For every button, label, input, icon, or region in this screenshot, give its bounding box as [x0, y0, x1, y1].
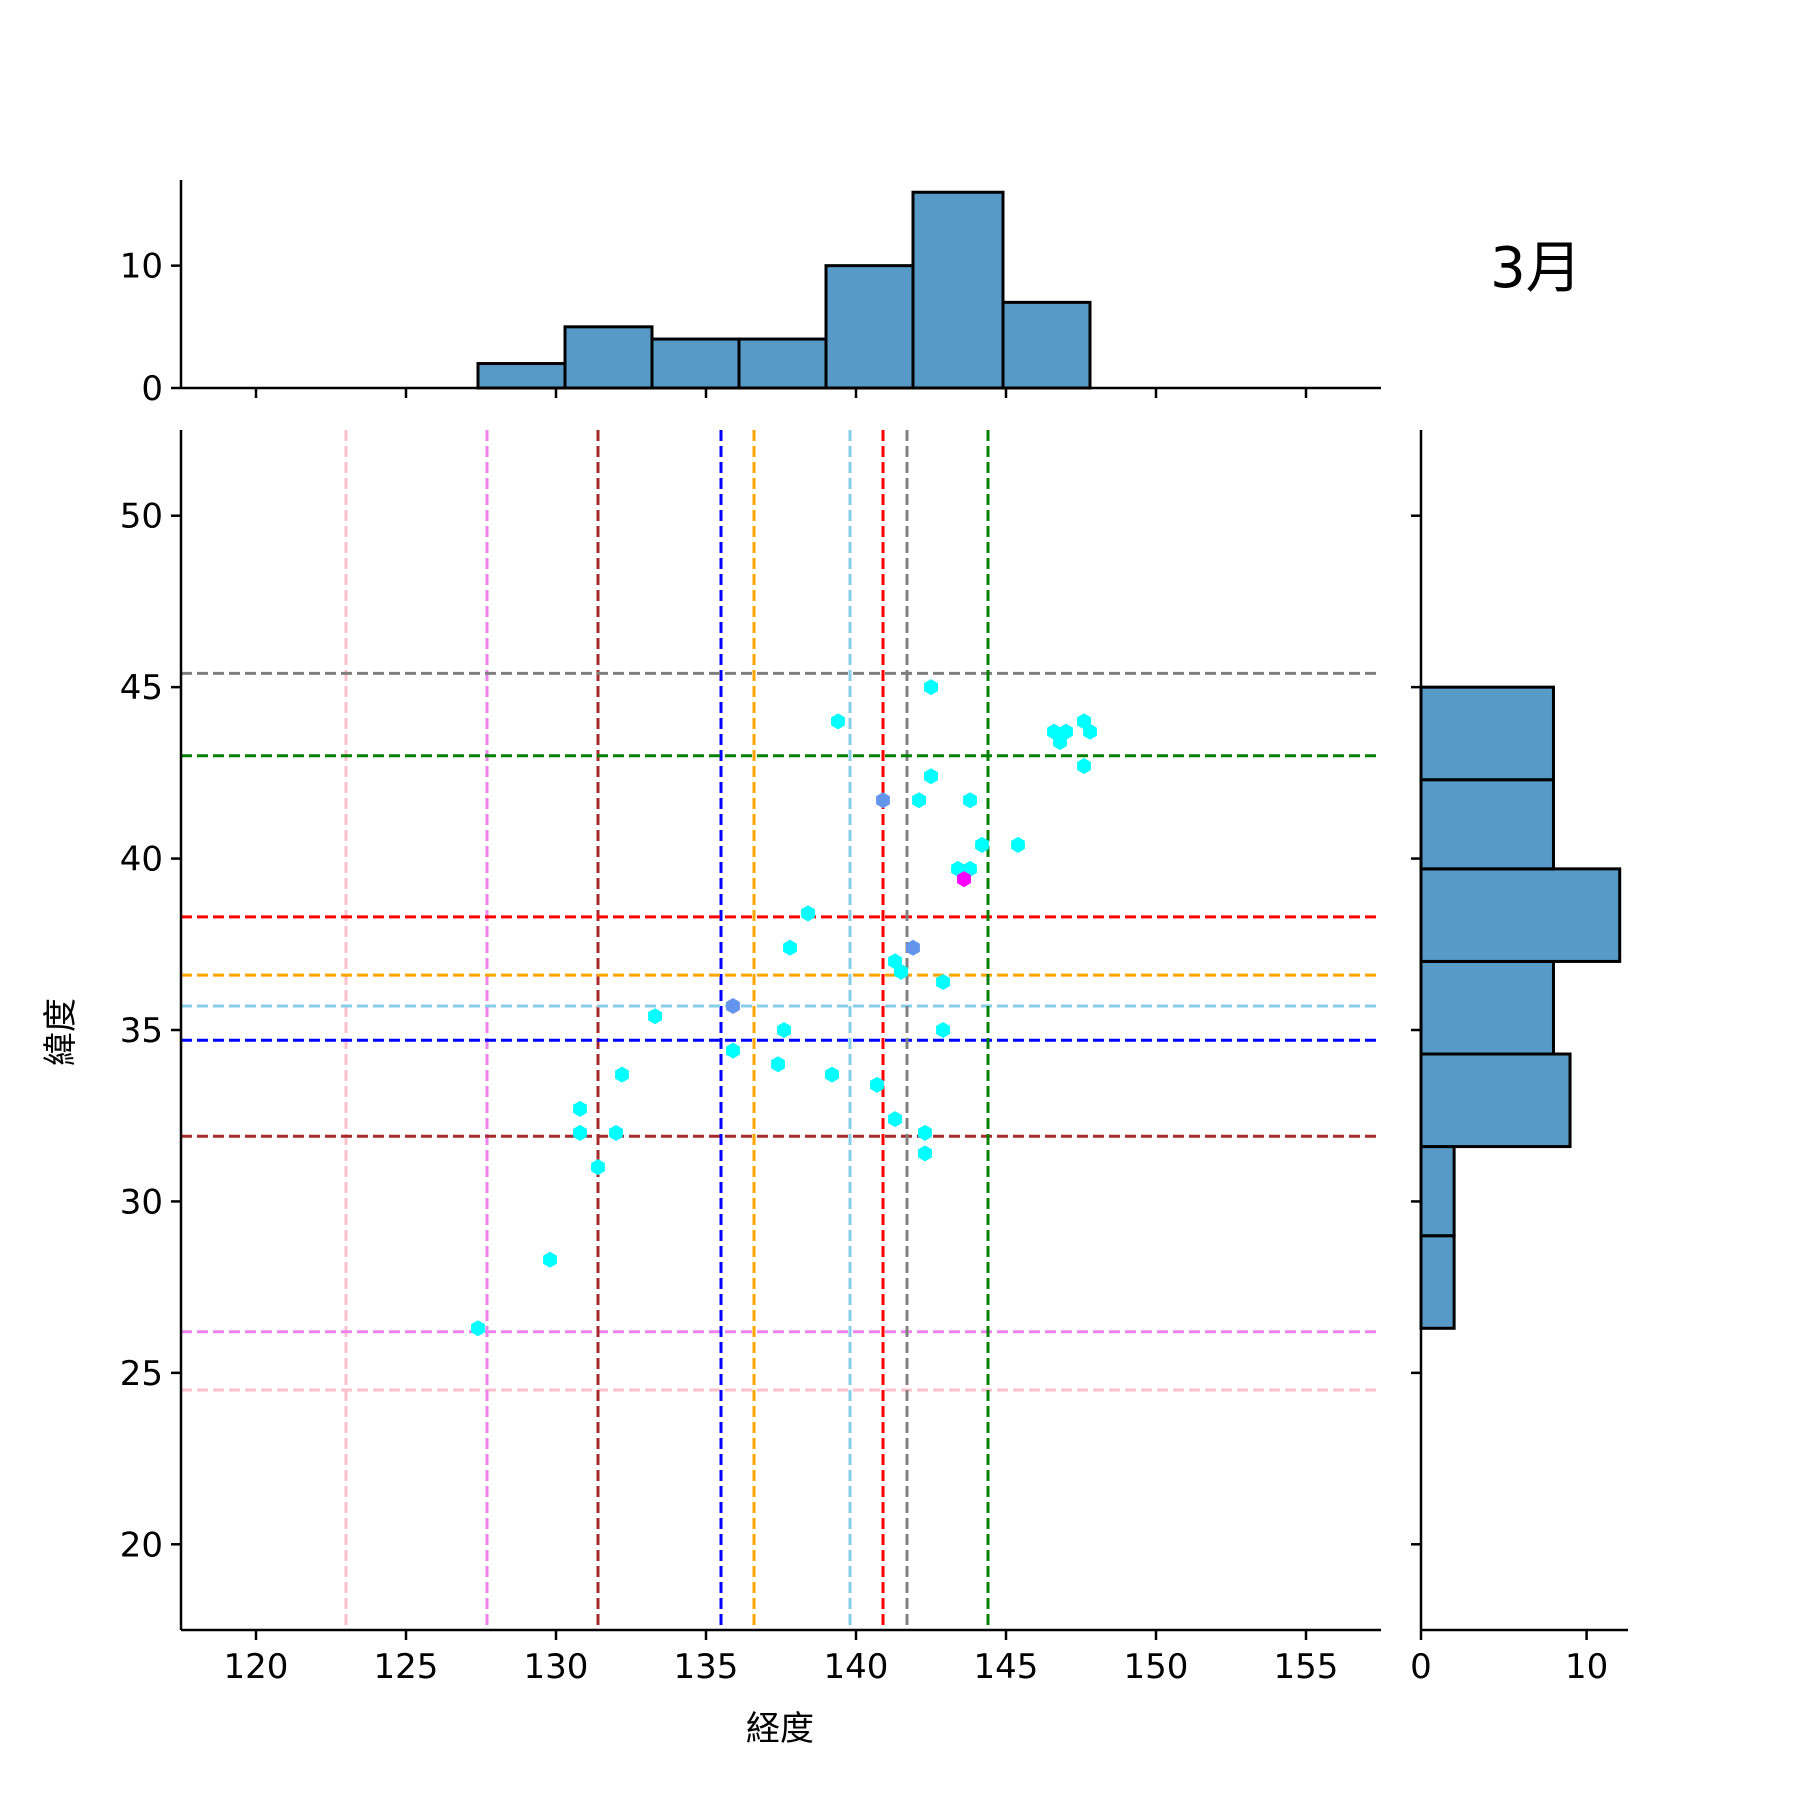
right-histogram-bar-0	[1419, 1234, 1456, 1330]
y-tick-label-25: 25	[120, 1354, 163, 1394]
y-tick-label-45: 45	[120, 668, 163, 708]
scatter-point-32	[957, 871, 971, 888]
scatter-point-8	[726, 998, 740, 1014]
y-tick-label-35: 35	[120, 1011, 163, 1051]
scatter-point-23	[918, 1124, 932, 1141]
scatter-point-24	[918, 1145, 932, 1162]
scatter-point-31	[963, 792, 977, 809]
scatter-point-0	[471, 1320, 485, 1337]
y-tick-label-40: 40	[120, 840, 163, 880]
scatter-point-33	[975, 836, 989, 853]
scatter-axes: 120 125 130 135 140 145 150 155 20 25 30 35 40 45 50	[120, 430, 1381, 1687]
top-y-tick-label-10: 10	[120, 247, 163, 287]
scatter-point-20	[888, 1111, 902, 1128]
scatter-point-21	[906, 939, 920, 956]
x-tick-label-145: 145	[974, 1647, 1039, 1687]
scatter-point-27	[936, 974, 950, 990]
scatter-point-4	[591, 1159, 605, 1176]
scatter-point-37	[1059, 723, 1073, 740]
scatter-point-2	[573, 1100, 587, 1117]
right-histogram-bar-5	[1419, 778, 1555, 871]
top-histogram-bar-4	[824, 264, 915, 390]
scatter-point-10	[771, 1056, 785, 1073]
right-x-tick-label-10: 10	[1565, 1647, 1608, 1687]
x-tick-label-130: 130	[524, 1647, 589, 1687]
y-tick-label-30: 30	[120, 1182, 163, 1222]
right-histogram-bar-6	[1419, 685, 1555, 782]
scatter-point-40	[1077, 758, 1091, 774]
scatter-point-9	[726, 1042, 740, 1059]
right-x-tick-label-0: 0	[1410, 1647, 1432, 1687]
scatter-point-16	[870, 1076, 884, 1093]
right-histogram-bar-4	[1419, 867, 1622, 963]
right-histogram-bar-1	[1419, 1145, 1456, 1238]
scatter-point-26	[924, 768, 938, 785]
y-tick-label-50: 50	[120, 497, 163, 537]
scatter-point-1	[543, 1251, 557, 1268]
right-histogram-bar-2	[1419, 1052, 1572, 1149]
top-histogram-bar-3	[737, 337, 828, 390]
x-tick-label-155: 155	[1274, 1647, 1339, 1687]
top-y-tick-label-0: 0	[141, 369, 163, 409]
right-histogram-bar-3	[1419, 959, 1555, 1056]
y-tick-label-20: 20	[120, 1525, 163, 1565]
scatter-point-6	[615, 1066, 629, 1083]
scatter-point-5	[609, 1124, 623, 1141]
x-axis-title: 経度	[746, 1709, 814, 1749]
scatter-point-7	[648, 1008, 662, 1025]
scatter-point-22	[912, 792, 926, 809]
x-tick-label-150: 150	[1124, 1647, 1189, 1687]
latitude-histogram-axes: 0 10	[1410, 430, 1628, 1687]
top-histogram-bar-0	[476, 362, 567, 390]
longitude-histogram-axes: 0 10	[120, 180, 1381, 409]
month-label: 3月	[1490, 236, 1582, 301]
scatter-point-34	[1011, 836, 1025, 853]
x-tick-label-135: 135	[674, 1647, 739, 1687]
scatter-point-15	[831, 713, 845, 730]
top-histogram-bar-2	[650, 337, 741, 390]
y-axis-title: 緯度	[41, 998, 81, 1066]
scatter-point-14	[825, 1066, 839, 1083]
scatter-point-25	[924, 679, 938, 696]
scatter-point-19	[894, 963, 908, 980]
scatter-point-28	[936, 1022, 950, 1038]
scatter-point-12	[783, 939, 797, 956]
top-histogram-bar-6	[1001, 300, 1092, 390]
x-tick-label-120: 120	[224, 1647, 289, 1687]
scatter-point-13	[801, 905, 815, 922]
scatter-point-39	[1083, 723, 1097, 740]
x-tick-label-140: 140	[824, 1647, 889, 1687]
scatter-point-17	[876, 792, 890, 809]
scatter-point-3	[573, 1124, 587, 1141]
x-tick-label-125: 125	[374, 1647, 439, 1687]
top-histogram-bar-1	[563, 325, 654, 390]
scatter-point-11	[777, 1022, 791, 1038]
top-histogram-bar-5	[911, 190, 1005, 390]
